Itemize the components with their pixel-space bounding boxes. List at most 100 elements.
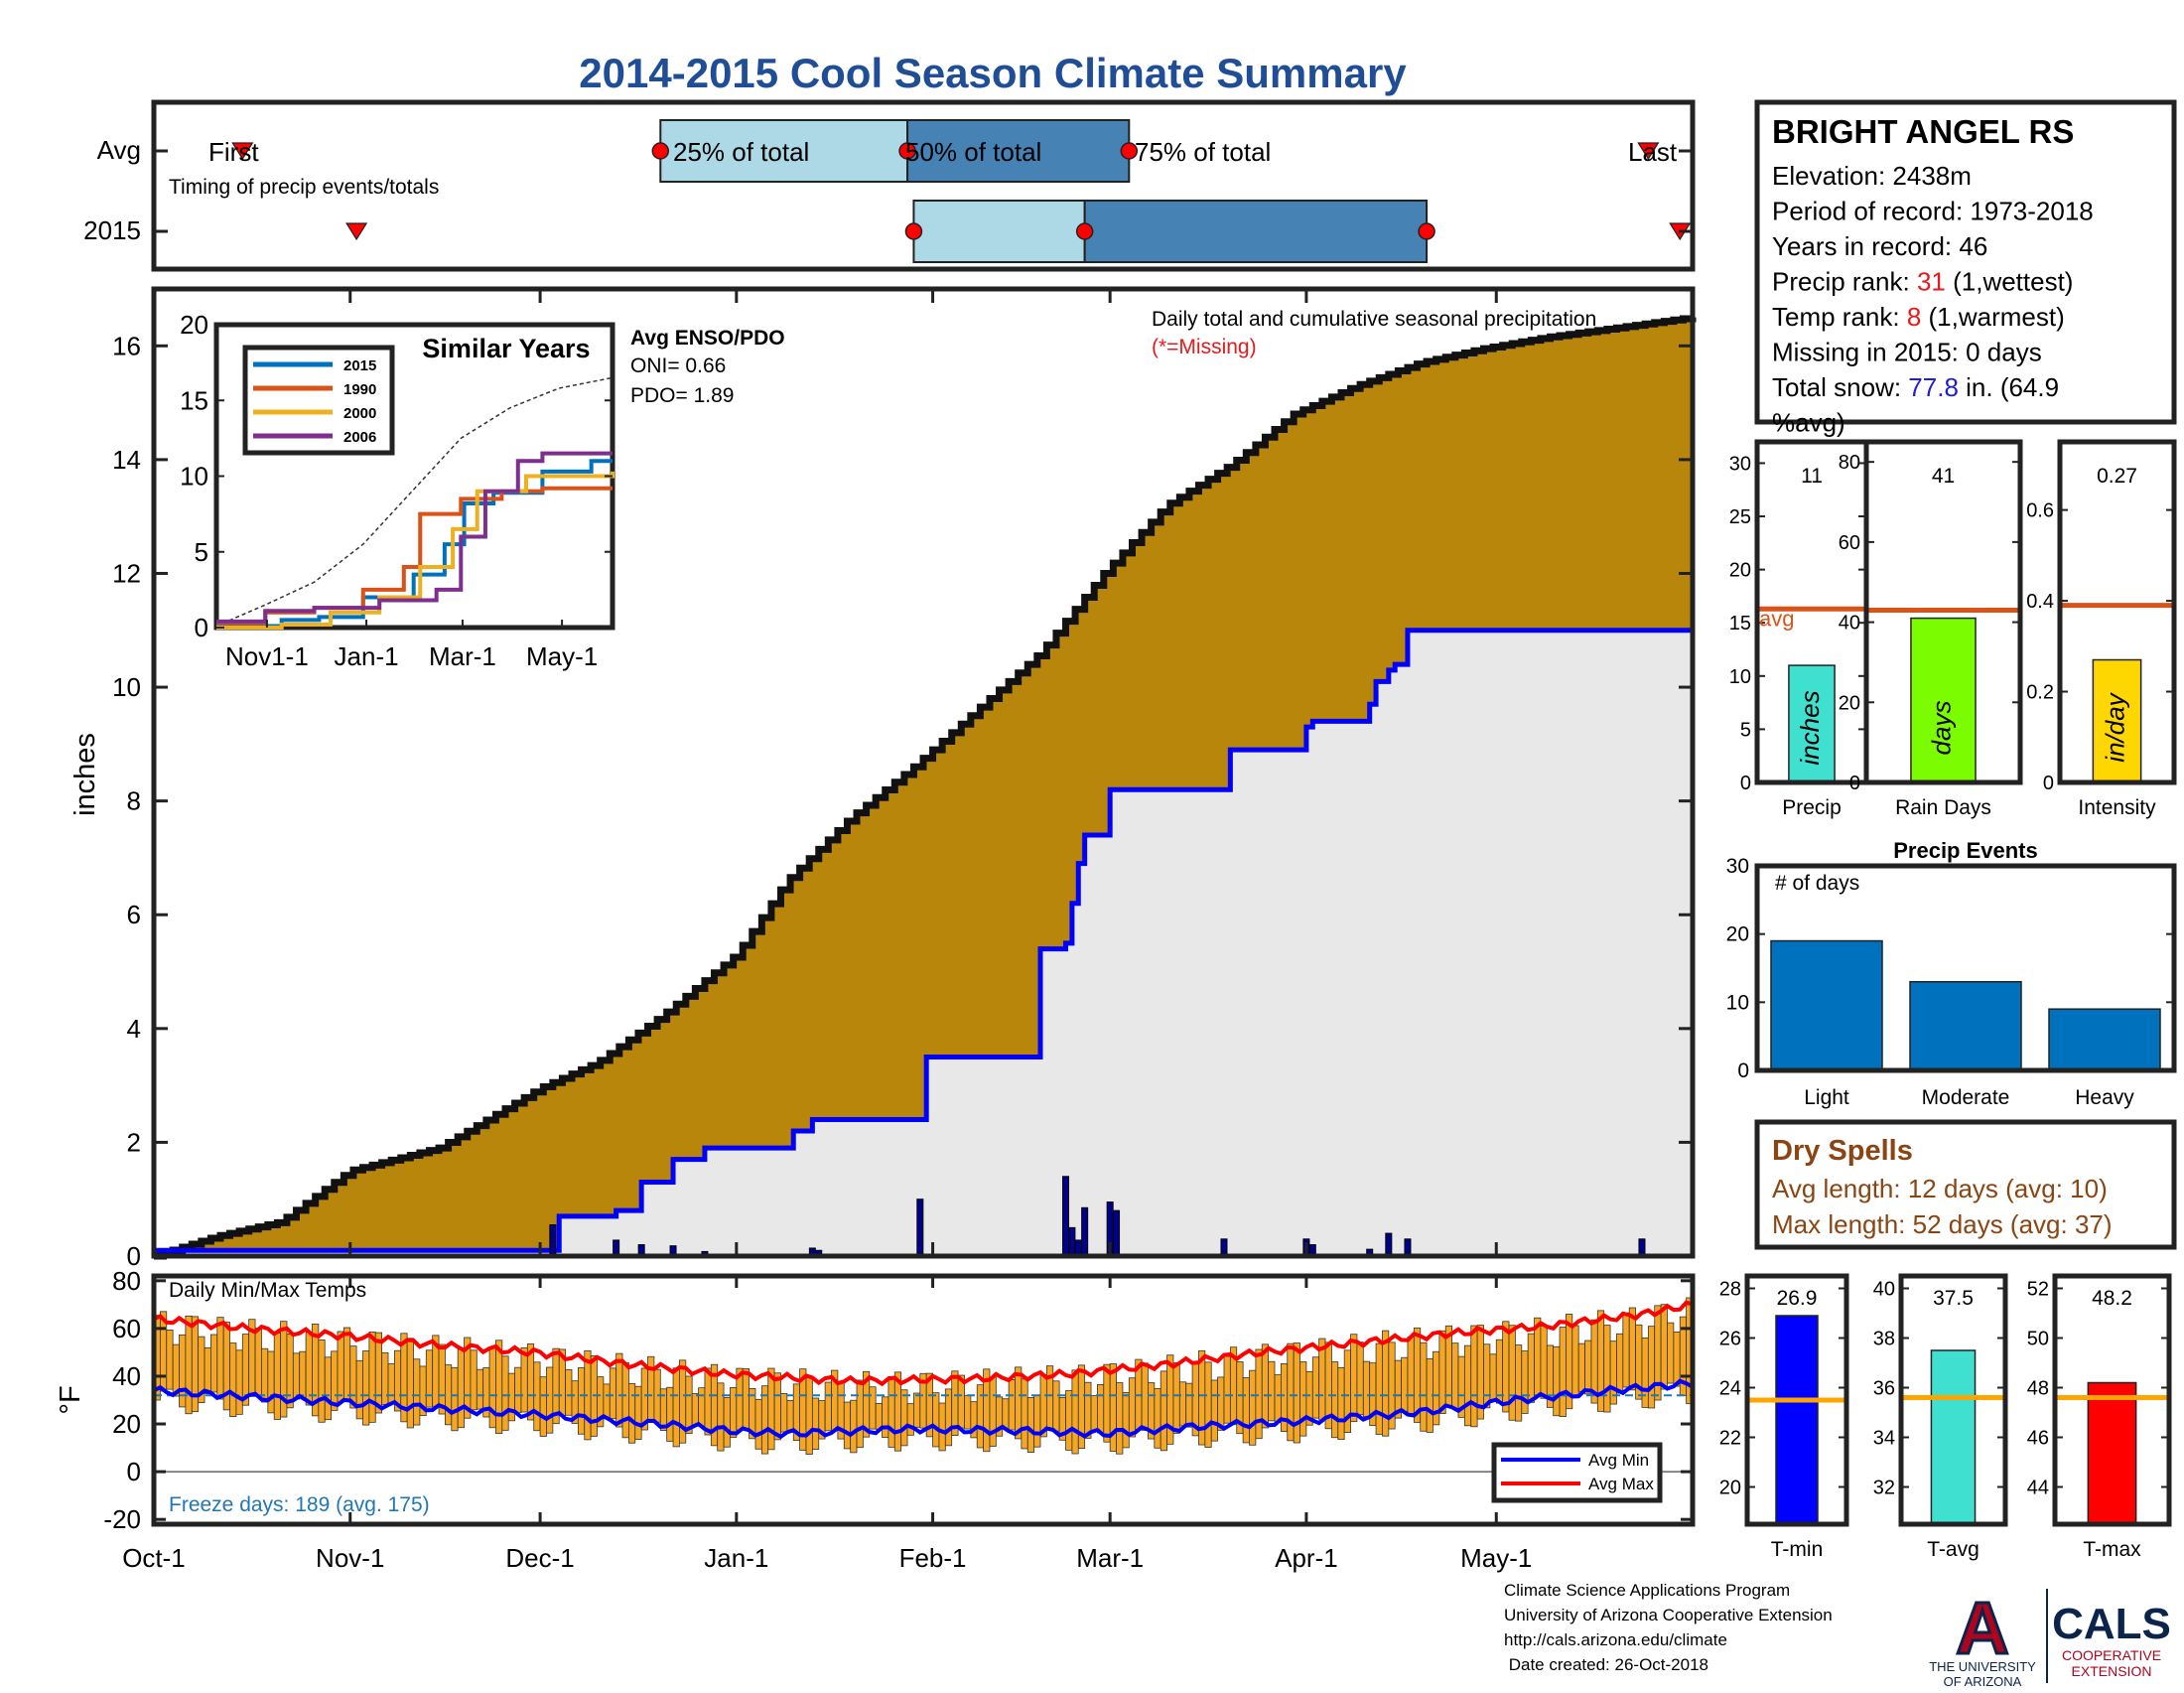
t-avg-title: T-avg [1927,1538,1979,1561]
timing-row-avg: Avg [97,135,141,165]
station-info-line: Years in record: 46 [1772,231,1987,261]
rain-days-ytick-label: 80 [1839,452,1860,474]
precip-totals-ytick-label: 5 [1740,719,1751,741]
daily-temp-bar [615,1352,623,1428]
cals-ext-line1: COOPERATIVE [2062,1647,2161,1663]
daily-precip-bar [1081,1206,1089,1257]
precip-totals-bar [1788,664,1836,783]
daily-temp-bar [305,1332,313,1406]
label-75: 75% of total [1135,137,1271,167]
rain-days-ytick-label: 0 [1849,773,1860,794]
daily-temp-bar [261,1347,269,1403]
similar-years-title: Similar Years [422,334,590,363]
daily-temp-bar [938,1402,946,1452]
daily-temp-bar [546,1366,554,1434]
missing-note: (*=Missing) [1152,336,1257,358]
label-25: 25% of total [673,137,809,167]
station-info-text: Total snow: [1772,372,1908,402]
daily-temp-bar [1438,1330,1446,1414]
daily-temp-bar [1141,1362,1149,1431]
daily-temp-bar [406,1338,414,1429]
t-avg-ytick-label: 36 [1873,1378,1895,1400]
rain-days-bar [1910,617,1977,783]
cals-ext-line2: EXTENSION [2072,1663,2152,1679]
daily-temp-bar [786,1399,794,1433]
daily-temp-bar [1210,1379,1219,1442]
timing-avg-p75-marker [1120,142,1139,160]
events-ytick-label: 10 [1726,991,1749,1014]
precip-totals-avg-label: avg [1759,606,1794,631]
daily-temp-bar [1299,1361,1307,1437]
month-label: Dec-1 [505,1543,574,1573]
t-max-ytick-label: 50 [2027,1329,2049,1350]
similar-years-series-2006 [216,451,613,624]
month-label: Feb-1 [899,1543,967,1573]
month-label: Apr-1 [1275,1543,1338,1573]
daily-temp-bar [286,1334,294,1409]
daily-temp-bar [704,1367,712,1436]
precip-totals-ytick-label: 15 [1729,613,1751,635]
daily-precip-bar [1220,1238,1228,1257]
precip-main-frame [151,286,1696,1259]
similar-years-inset: 0 5 10 15 20 Nov1-1 Jan-1 Mar-1 May-1 2015 1990 200… [180,310,785,671]
daily-temp-bar [1375,1342,1383,1435]
daily-temp-bar [932,1392,940,1448]
t-avg-ytick-label: 34 [1873,1428,1895,1450]
daily-temp-bar [856,1379,864,1449]
daily-temp-bar [1514,1344,1523,1422]
freeze-note: Freeze days: 189 (avg. 175) [169,1493,430,1516]
daily-temp-bar [1071,1369,1079,1455]
station-name: BRIGHT ANGEL RS [1772,113,2074,150]
precip-ytick-label: 14 [112,445,141,475]
daily-temp-bar [869,1386,877,1430]
daily-temp-bar [368,1332,376,1423]
daily-temp-bar [324,1356,333,1421]
t-max-frame [2052,1273,2172,1527]
temp-ytick-label: 0 [127,1457,141,1486]
t-avg-ytick-label: 32 [1873,1478,1895,1499]
timing-avg-first-marker [231,142,254,161]
daily-temp-bar [1362,1360,1371,1418]
month-label: Nov-1 [316,1543,384,1573]
t-avg-ytick-label: 38 [1873,1329,1895,1350]
precip-totals-ytick-label: 0 [1740,773,1751,794]
avg-cumulative-line [154,315,1697,1260]
daily-temp-bar [1026,1397,1035,1453]
station-info-text: in. (64.9 [1959,372,2059,402]
temps-legend-box [1491,1442,1663,1503]
daily-temp-bar [476,1368,484,1410]
daily-temp-bar [1172,1362,1180,1434]
daily-temp-bar [387,1363,395,1404]
station-info-text: 8 [1907,302,1921,332]
daily-temp-bar [539,1376,547,1437]
inset-ytick-label: 5 [195,537,208,567]
temp-ytick-label: 80 [112,1266,141,1296]
daily-temp-bar [451,1366,459,1432]
daily-temp-bar [1274,1374,1282,1424]
daily-temp-bar [565,1368,573,1416]
dry-spells-panel: Dry Spells Avg length: 12 days (avg: 10)… [1754,1119,2177,1250]
month-label: Jan-1 [704,1543,768,1573]
daily-temp-bar [1268,1360,1276,1422]
precip-totals-value-label: 11 [1801,465,1823,488]
precip-ytick-label: 0 [127,1241,141,1271]
daily-temp-bar [299,1350,307,1399]
daily-precip-bar [1638,1238,1646,1257]
rain-days-frame [1863,439,2023,785]
daily-temp-bar [1337,1366,1345,1441]
similar-years-plot: 0 5 10 15 20 Nov1-1 Jan-1 Mar-1 May-1 2015 1990 200… [180,310,615,671]
inset-ytick-label: 10 [180,462,208,492]
month-label: Mar-1 [1076,1543,1144,1573]
daily-temp-bar [964,1394,972,1430]
station-info-line: Precip rank: 31 (1,wettest) [1772,267,2073,297]
daily-temp-bar [1008,1379,1016,1431]
station-info-text: 77.8 [1908,372,1959,402]
daily-temp-bar [742,1368,750,1431]
daily-temp-bar [887,1375,895,1448]
daily-temp-bar [1122,1391,1130,1449]
credits: Climate Science Applications Program Uni… [1504,1581,1833,1674]
precip-ytick-label: 4 [127,1014,141,1044]
daily-temp-bar [1489,1353,1497,1402]
daily-temp-bar [1382,1330,1390,1437]
